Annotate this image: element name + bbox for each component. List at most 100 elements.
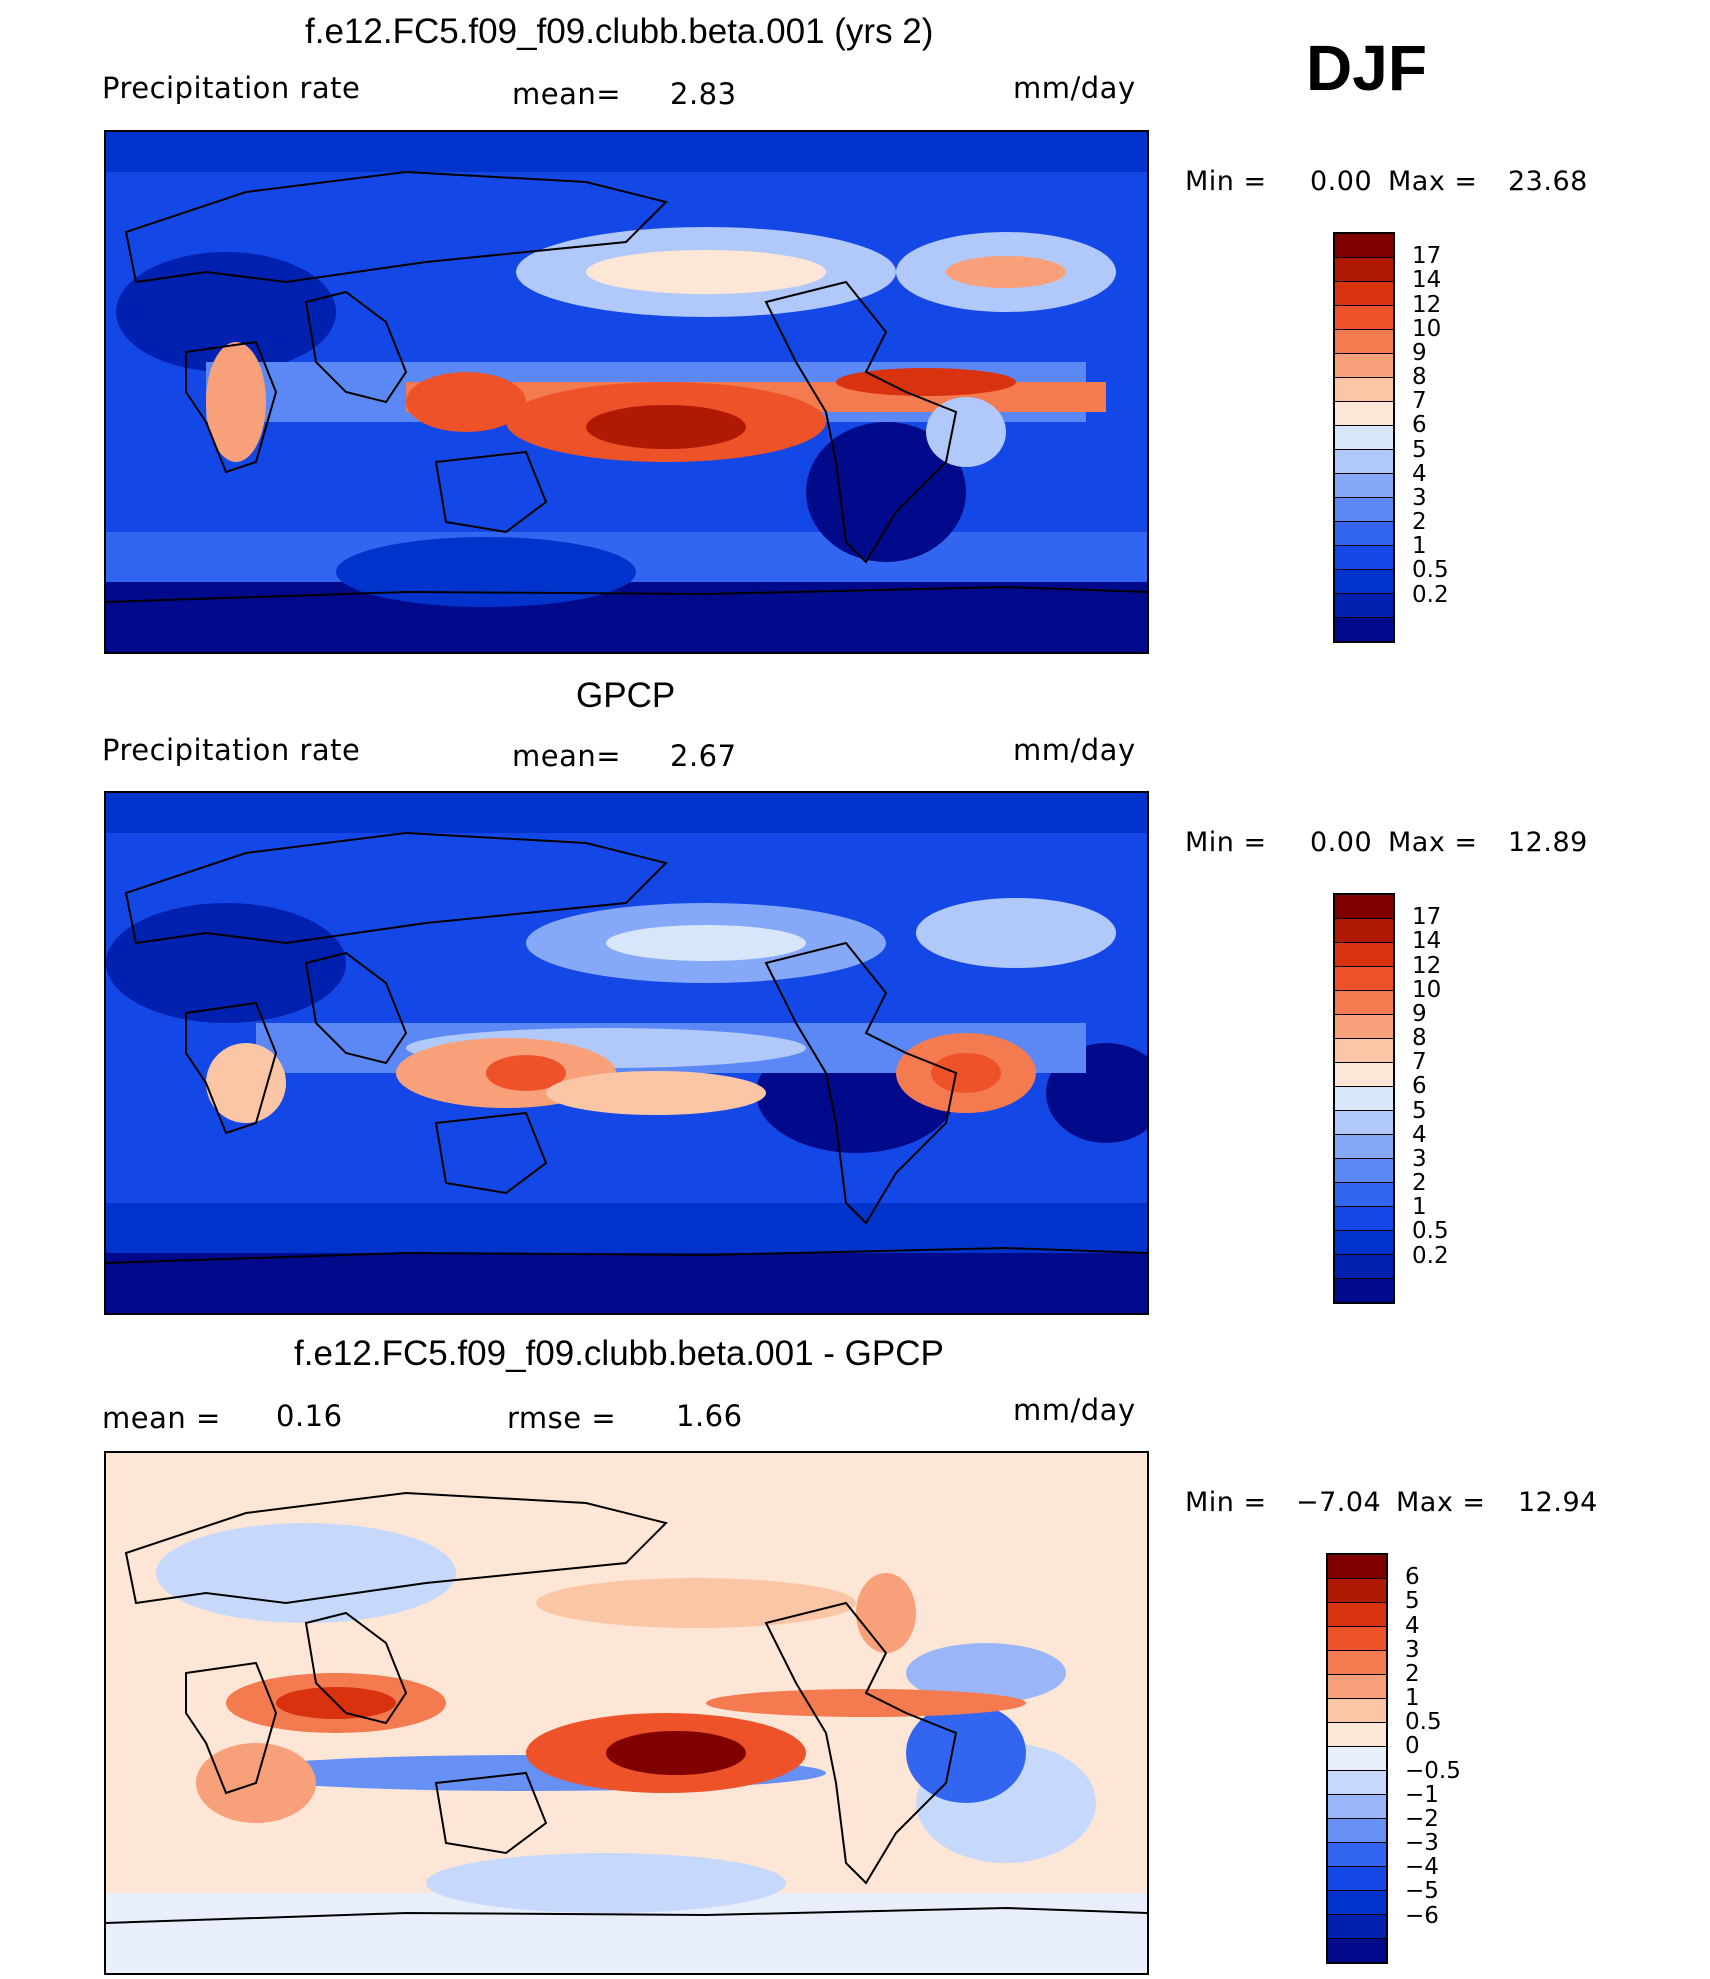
- colorbar-segment: [1335, 1039, 1393, 1063]
- coastline: [304, 290, 408, 404]
- colorbar-tick-label: 0.5: [1412, 1218, 1449, 1245]
- colorbar-segment: [1335, 1063, 1393, 1087]
- colorbar-segment: [1328, 1939, 1386, 1962]
- colorbar-segment: [1335, 967, 1393, 991]
- colorbar-segment: [1335, 354, 1393, 378]
- colorbar-tick-label: −4: [1405, 1854, 1439, 1881]
- colorbar-tick-label: −1: [1405, 1781, 1439, 1808]
- negative-anomaly: [906, 1703, 1026, 1803]
- colorbar-tick-label: 9: [1412, 1000, 1427, 1027]
- panel-title: f.e12.FC5.f09_f09.clubb.beta.001 - GPCP: [294, 1334, 944, 1373]
- max-value: 23.68: [1508, 166, 1588, 197]
- colorbar-tick-label: 0.2: [1412, 1242, 1449, 1269]
- storm-track: [946, 256, 1066, 288]
- colorbar-segment: [1335, 426, 1393, 450]
- coastline: [764, 1601, 958, 1885]
- positive-anomaly: [856, 1573, 916, 1653]
- colorbar-tick-label: −3: [1405, 1830, 1439, 1857]
- amazon-rain: [931, 1053, 1001, 1093]
- min-label: Min =: [1185, 827, 1267, 858]
- units-label: mm/day: [1013, 71, 1136, 105]
- colorbar-segment: [1328, 1675, 1386, 1699]
- colorbar-tick-label: 2: [1412, 509, 1427, 536]
- colorbar-tick-label: 17: [1412, 904, 1442, 931]
- colorbar-segment: [1335, 943, 1393, 967]
- coastline: [434, 1111, 548, 1195]
- colorbar-tick-label: 4: [1412, 1121, 1427, 1148]
- colorbar-segment: [1328, 1627, 1386, 1651]
- coastline: [304, 951, 408, 1065]
- colorbar-tick-label: 7: [1412, 1049, 1427, 1076]
- gpcp-precip-map: [104, 791, 1149, 1315]
- colorbar-segment: [1335, 1255, 1393, 1279]
- colorbar-tick-label: 3: [1412, 1145, 1427, 1172]
- colorbar-segment: [1335, 402, 1393, 426]
- rmse-value: 1.66: [676, 1399, 743, 1433]
- positive-anomaly: [706, 1689, 1026, 1717]
- max-value: 12.94: [1518, 1487, 1598, 1518]
- coastline: [764, 280, 958, 564]
- negative-anomaly: [426, 1853, 786, 1913]
- colorbar-segment: [1335, 618, 1393, 641]
- southern-ocean-band: [106, 1203, 1147, 1253]
- colorbar-segment: [1335, 1279, 1393, 1302]
- mean-label: mean=: [512, 739, 622, 773]
- colorbar-segment: [1335, 594, 1393, 618]
- min-value: 0.00: [1310, 166, 1373, 197]
- min-label: Min =: [1185, 166, 1267, 197]
- colorbar-segment: [1335, 919, 1393, 943]
- colorbar-tick-label: 10: [1412, 976, 1442, 1003]
- coastline: [185, 1661, 278, 1795]
- colorbar-segment: [1335, 895, 1393, 919]
- coastline: [106, 1246, 1147, 1264]
- max-value: 12.89: [1508, 827, 1588, 858]
- negative-anomaly: [156, 1523, 456, 1623]
- coastline: [185, 1001, 278, 1135]
- positive-anomaly: [536, 1578, 856, 1628]
- model-precip-map: [104, 130, 1149, 654]
- coastline: [434, 450, 548, 534]
- colorbar-segment: [1335, 1159, 1393, 1183]
- positive-anomaly: [606, 1731, 746, 1775]
- season-label: DJF: [1306, 32, 1427, 104]
- colorbar-segment: [1335, 546, 1393, 570]
- itcz-atlantic: [836, 368, 1016, 396]
- colorbar-tick-label: 2: [1412, 1170, 1427, 1197]
- colorbar-tick-label: 4: [1412, 460, 1427, 487]
- colorbar-tick-label: 10: [1412, 315, 1442, 342]
- south-africa-rain: [206, 342, 266, 462]
- colorbar-segment: [1335, 498, 1393, 522]
- colorbar-segment: [1328, 1579, 1386, 1603]
- coastline: [124, 170, 668, 284]
- colorbar-segment: [1335, 1135, 1393, 1159]
- antarctic-band: [106, 1253, 1147, 1313]
- colorbar-segment: [1335, 234, 1393, 258]
- colorbar-tick-label: 8: [1412, 364, 1427, 391]
- colorbar-tick-label: 7: [1412, 388, 1427, 415]
- colorbar: [1333, 232, 1395, 643]
- mean-value: 2.83: [670, 77, 737, 111]
- colorbar-tick-label: 0.5: [1412, 557, 1449, 584]
- coastline: [434, 1771, 548, 1855]
- spcz: [586, 405, 746, 449]
- colorbar-tick-label: −2: [1405, 1805, 1439, 1832]
- colorbar-segment: [1335, 258, 1393, 282]
- colorbar-segment: [1328, 1723, 1386, 1747]
- panel-title: GPCP: [576, 676, 676, 715]
- colorbar-tick-label: 0.2: [1412, 581, 1449, 608]
- dry-region: [806, 422, 966, 562]
- min-value: −7.04: [1296, 1487, 1382, 1518]
- colorbar: [1326, 1553, 1388, 1964]
- max-label: Max =: [1388, 166, 1478, 197]
- mean-value: 2.67: [670, 739, 737, 773]
- mean-value: 0.16: [276, 1399, 343, 1433]
- colorbar-segment: [1328, 1795, 1386, 1819]
- colorbar-segment: [1328, 1915, 1386, 1939]
- colorbar-tick-label: 3: [1412, 484, 1427, 511]
- colorbar-tick-label: 3: [1405, 1636, 1420, 1663]
- colorbar-segment: [1328, 1819, 1386, 1843]
- colorbar-tick-label: 9: [1412, 339, 1427, 366]
- colorbar-segment: [1328, 1867, 1386, 1891]
- colorbar-tick-label: 6: [1412, 412, 1427, 439]
- colorbar-segment: [1328, 1555, 1386, 1579]
